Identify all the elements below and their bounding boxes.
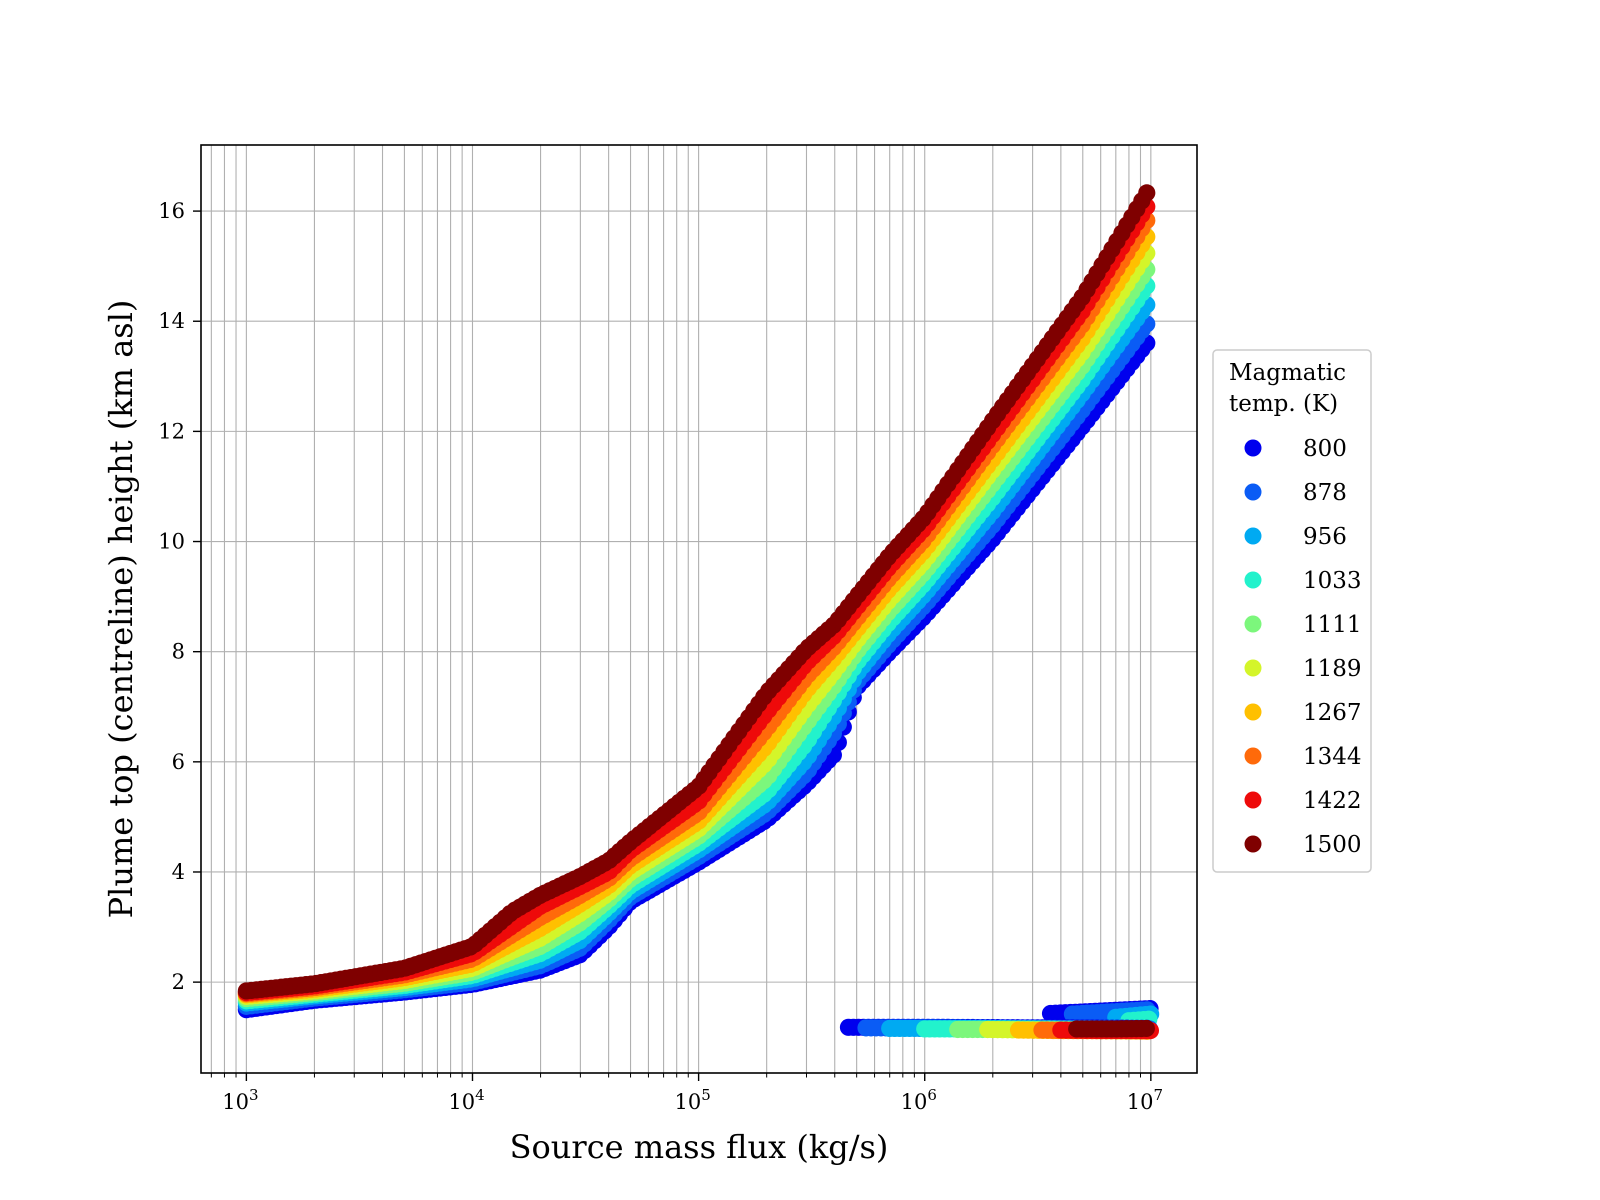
y-axis-title: Plume top (centreline) height (km asl) [102, 300, 140, 919]
legend: Magmatic temp. (K) 800 878 956 1033 1111 1189… [1212, 349, 1372, 873]
legend-marker [1244, 527, 1262, 545]
y-tick-label: 6 [172, 750, 185, 774]
data-points [237, 184, 1160, 1040]
legend-marker [1244, 703, 1262, 721]
legend-label: 1344 [1303, 744, 1362, 770]
legend-label: 1189 [1303, 656, 1362, 682]
legend-marker [1244, 747, 1262, 765]
legend-label: 1111 [1303, 612, 1362, 638]
legend-marker [1244, 571, 1262, 589]
legend-marker [1244, 439, 1262, 457]
y-tick-label: 14 [158, 309, 185, 333]
data-point [1137, 1019, 1155, 1038]
legend-label: 1033 [1303, 568, 1362, 594]
legend-label: 1500 [1303, 832, 1362, 858]
x-tick-label: 106 [901, 1086, 937, 1114]
x-tick-label: 107 [1127, 1086, 1163, 1114]
legend-marker [1244, 835, 1262, 853]
x-tick-label: 103 [222, 1086, 258, 1114]
legend-label: 878 [1303, 480, 1347, 506]
legend-title-line-1: Magmatic [1229, 360, 1346, 386]
legend-marker [1244, 483, 1262, 501]
legend-title-line-2: temp. (K) [1229, 391, 1338, 417]
y-tick-label: 4 [172, 860, 185, 884]
y-tick-label: 16 [158, 199, 185, 223]
legend-label: 800 [1303, 436, 1347, 462]
y-tick-label: 2 [172, 970, 185, 994]
legend-label: 1267 [1303, 700, 1362, 726]
legend-entries: 800 878 956 1033 1111 1189 1267 1344 1422 1500 [1244, 436, 1362, 858]
y-tick-label: 10 [158, 530, 185, 554]
x-tick-label: 105 [674, 1086, 710, 1114]
x-axis-title: Source mass flux (kg/s) [510, 1128, 889, 1166]
legend-marker [1244, 791, 1262, 809]
legend-marker [1244, 615, 1262, 633]
axis-ticks: 103 104 105 106 107 2 4 6 8 10 12 14 16 [158, 199, 1163, 1114]
legend-marker [1244, 659, 1262, 677]
legend-box [1212, 349, 1372, 873]
legend-label: 956 [1303, 524, 1347, 550]
grid [201, 145, 1197, 1073]
y-tick-label: 12 [158, 419, 185, 443]
legend-label: 1422 [1303, 788, 1362, 814]
x-tick-label: 104 [448, 1086, 484, 1114]
data-point [1138, 184, 1156, 202]
y-tick-label: 8 [172, 640, 185, 664]
